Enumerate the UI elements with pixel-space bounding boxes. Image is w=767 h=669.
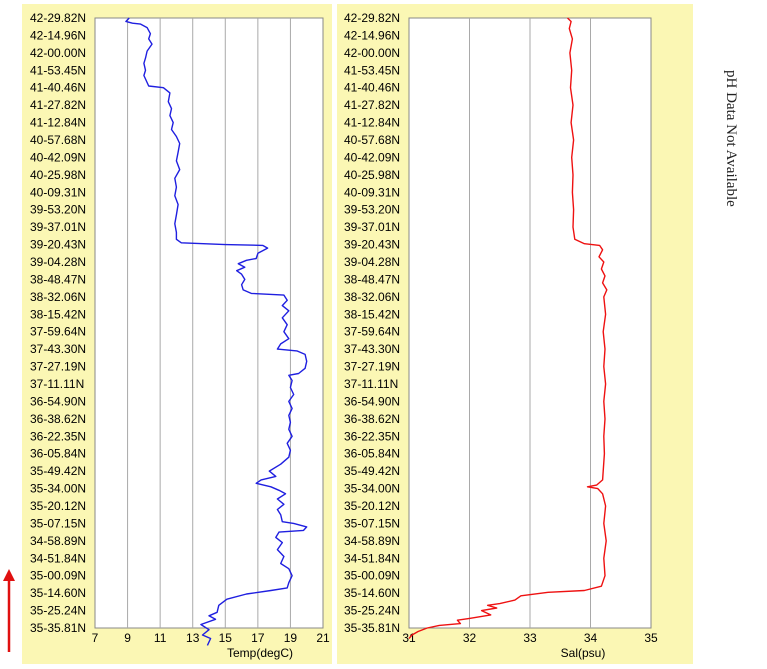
- temp-y-tick-label: 39-20.43N: [30, 238, 86, 252]
- salinity-panel: 31 32 33 34 3542-29.82N42-14.96N42-00.00N41-…: [337, 4, 693, 664]
- sal-y-tick-label: 39-04.28N: [344, 255, 400, 269]
- temp-y-tick-label: 35-07.15N: [30, 516, 86, 530]
- sal-y-tick-label: 36-54.90N: [344, 394, 400, 408]
- temp-y-tick-label: 37-27.19N: [30, 360, 86, 374]
- sal-y-tick-label: 40-42.09N: [344, 150, 400, 164]
- sal-y-tick-label: 35-49.42N: [344, 464, 400, 478]
- sal-x-tick-label: 35: [644, 631, 658, 645]
- sal-y-tick-label: 38-15.42N: [344, 307, 400, 321]
- sal-y-tick-label: 39-20.43N: [344, 238, 400, 252]
- temp-y-tick-label: 41-12.84N: [30, 116, 86, 130]
- temp-y-tick-label: 37-43.30N: [30, 342, 86, 356]
- temp-x-tick-label: 13: [186, 631, 200, 645]
- sal-y-tick-label: 41-27.82N: [344, 98, 400, 112]
- sal-y-tick-label: 38-48.47N: [344, 272, 400, 286]
- sal-y-tick-label: 39-53.20N: [344, 203, 400, 217]
- temp-y-tick-label: 35-34.00N: [30, 482, 86, 496]
- sal-x-axis-label: Sal(psu): [561, 646, 606, 660]
- temp-x-tick-label: 21: [316, 631, 330, 645]
- temp-y-tick-label: 39-53.20N: [30, 203, 86, 217]
- temp-y-tick-label: 34-51.84N: [30, 551, 86, 565]
- temp-y-tick-label: 35-00.09N: [30, 569, 86, 583]
- sal-y-tick-label: 41-53.45N: [344, 63, 400, 77]
- temp-y-tick-label: 35-35.81N: [30, 621, 86, 635]
- sal-y-tick-label: 34-51.84N: [344, 551, 400, 565]
- temp-series-line: [125, 17, 308, 646]
- sal-x-tick-label: 34: [584, 631, 598, 645]
- temp-x-tick-label: 7: [92, 631, 99, 645]
- sal-x-tick-label: 32: [463, 631, 477, 645]
- sal-y-tick-label: 35-07.15N: [344, 516, 400, 530]
- temp-y-tick-label: 38-48.47N: [30, 272, 86, 286]
- sal-y-tick-label: 36-22.35N: [344, 429, 400, 443]
- sal-y-tick-label: 35-34.00N: [344, 482, 400, 496]
- temp-y-tick-label: 35-20.12N: [30, 499, 86, 513]
- sal-y-tick-label: 40-09.31N: [344, 185, 400, 199]
- temp-x-tick-label: 17: [251, 631, 265, 645]
- temp-y-tick-label: 38-15.42N: [30, 307, 86, 321]
- temp-y-tick-label: 36-54.90N: [30, 394, 86, 408]
- temp-y-tick-label: 42-14.96N: [30, 28, 86, 42]
- sal-y-tick-label: 42-14.96N: [344, 28, 400, 42]
- sal-y-tick-label: 38-32.06N: [344, 290, 400, 304]
- sal-y-tick-label: 37-43.30N: [344, 342, 400, 356]
- sal-y-tick-label: 35-00.09N: [344, 569, 400, 583]
- sal-x-tick-label: 33: [523, 631, 537, 645]
- sal-y-tick-label: 40-57.68N: [344, 133, 400, 147]
- temp-x-tick-label: 19: [284, 631, 298, 645]
- sal-y-tick-label: 37-11.11N: [344, 377, 398, 391]
- sal-y-tick-label: 35-25.24N: [344, 604, 400, 618]
- ph-unavailable-note: pH Data Not Available: [722, 70, 762, 270]
- temp-x-tick-label: 15: [219, 631, 233, 645]
- direction-arrow-icon: [3, 569, 15, 652]
- temp-y-tick-label: 35-14.60N: [30, 586, 86, 600]
- sal-y-tick-label: 39-37.01N: [344, 220, 400, 234]
- temp-y-tick-label: 37-59.64N: [30, 325, 86, 339]
- sal-y-tick-label: 42-29.82N: [344, 11, 400, 25]
- temp-y-tick-label: 39-04.28N: [30, 255, 86, 269]
- ph-unavailable-text: pH Data Not Available: [723, 70, 739, 207]
- temp-y-tick-label: 34-58.89N: [30, 534, 86, 548]
- temp-y-tick-label: 41-40.46N: [30, 81, 86, 95]
- sal-y-tick-label: 42-00.00N: [344, 46, 400, 60]
- sal-y-tick-label: 35-14.60N: [344, 586, 400, 600]
- temp-y-tick-label: 40-09.31N: [30, 185, 86, 199]
- temp-y-tick-label: 41-27.82N: [30, 98, 86, 112]
- temp-y-tick-label: 42-00.00N: [30, 46, 86, 60]
- sal-y-tick-label: 36-05.84N: [344, 447, 400, 461]
- sal-y-tick-label: 34-58.89N: [344, 534, 400, 548]
- temp-y-tick-label: 36-38.62N: [30, 412, 86, 426]
- temp-y-tick-label: 39-37.01N: [30, 220, 86, 234]
- temp-y-tick-label: 40-42.09N: [30, 150, 86, 164]
- temp-y-tick-label: 35-25.24N: [30, 604, 86, 618]
- sal-y-tick-label: 41-12.84N: [344, 116, 400, 130]
- sal-y-tick-label: 37-59.64N: [344, 325, 400, 339]
- temp-y-tick-label: 42-29.82N: [30, 11, 86, 25]
- temp-plot-area: [94, 17, 324, 629]
- sal-y-tick-label: 35-20.12N: [344, 499, 400, 513]
- temp-y-tick-label: 41-53.45N: [30, 63, 86, 77]
- temp-y-tick-label: 37-11.11N: [30, 377, 84, 391]
- temp-x-tick-label: 9: [124, 631, 131, 645]
- temp-y-tick-label: 35-49.42N: [30, 464, 86, 478]
- temp-y-tick-label: 38-32.06N: [30, 290, 86, 304]
- sal-y-tick-label: 41-40.46N: [344, 81, 400, 95]
- temp-x-axis-label: Temp(degC): [227, 646, 293, 660]
- sal-y-tick-label: 40-25.98N: [344, 168, 400, 182]
- temp-y-tick-label: 36-22.35N: [30, 429, 86, 443]
- sal-y-tick-label: 37-27.19N: [344, 360, 400, 374]
- sal-y-tick-label: 36-38.62N: [344, 412, 400, 426]
- temp-y-tick-label: 40-25.98N: [30, 168, 86, 182]
- temp-x-tick-label: 11: [154, 631, 167, 645]
- sal-y-tick-label: 35-35.81N: [344, 621, 400, 635]
- temp-y-tick-label: 40-57.68N: [30, 133, 86, 147]
- temperature-panel: 7 9 11 13 15 17 19 21 42-29.82N 42-14.96N 42-00.00…: [22, 4, 332, 664]
- temp-y-tick-label: 36-05.84N: [30, 447, 86, 461]
- sal-series-line: [408, 17, 608, 639]
